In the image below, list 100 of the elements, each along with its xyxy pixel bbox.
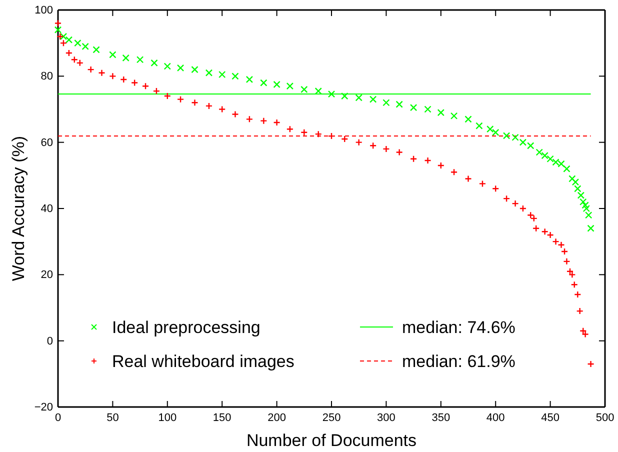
legend-label: Ideal preprocessing (112, 318, 260, 337)
point (87, 66, 94, 74)
point (82, 42, 89, 50)
point (328, 90, 336, 98)
point (355, 138, 362, 146)
point (60, 32, 68, 40)
point (109, 51, 116, 58)
y-tick-label: 80 (40, 70, 53, 83)
point (464, 116, 472, 123)
point (56, 32, 64, 40)
point (65, 36, 73, 44)
point (176, 96, 184, 103)
point (566, 268, 574, 275)
x-tick-label: 100 (158, 412, 177, 424)
point (577, 192, 585, 199)
point (574, 185, 582, 192)
point (232, 72, 239, 80)
point (218, 106, 226, 113)
point (560, 248, 568, 256)
x-tick-label: 200 (268, 412, 286, 424)
point (587, 360, 594, 368)
point (74, 39, 82, 47)
point (246, 116, 254, 123)
y-tick-label: 60 (40, 136, 53, 149)
x-tick-label: 450 (541, 412, 560, 424)
point (582, 202, 589, 209)
point (492, 128, 500, 136)
point (450, 112, 458, 120)
point (519, 138, 527, 146)
point (574, 290, 582, 298)
point (568, 271, 576, 278)
point (355, 94, 362, 102)
point (142, 82, 150, 90)
point (205, 102, 213, 110)
point (130, 79, 138, 86)
x-tick-label: 50 (106, 412, 119, 424)
x-tick-label: 150 (212, 412, 232, 424)
point (232, 110, 239, 118)
point (300, 128, 308, 136)
point (532, 224, 540, 232)
x-tick-label: 350 (432, 412, 450, 424)
point (286, 126, 294, 133)
x-tick-label: 500 (596, 412, 614, 424)
point (152, 87, 160, 95)
point (572, 178, 580, 186)
point (582, 330, 589, 338)
point (541, 152, 548, 160)
point (580, 198, 587, 206)
point (502, 132, 510, 140)
point (150, 59, 158, 67)
point (437, 108, 444, 116)
point (502, 194, 510, 202)
legend-label: median: 61.9% (402, 352, 516, 371)
point (476, 122, 483, 130)
point (410, 155, 418, 162)
point (584, 212, 592, 219)
point (300, 86, 308, 93)
y-tick-label: 0 (46, 335, 53, 348)
y-axis-title: Word Accuracy (%) (9, 136, 28, 282)
point (464, 175, 472, 182)
y-tick-label: −20 (34, 402, 53, 414)
legend-label: Real whiteboard images (112, 352, 294, 371)
point (328, 132, 336, 140)
point (568, 175, 576, 182)
point (450, 168, 458, 176)
x-tick-label: 300 (377, 412, 396, 424)
point (512, 134, 519, 141)
x-tick-label: 250 (322, 412, 341, 424)
point (512, 200, 519, 208)
point (582, 204, 590, 212)
point (120, 76, 128, 84)
point (176, 64, 184, 72)
point (424, 156, 432, 164)
point (218, 70, 226, 78)
point (580, 327, 587, 335)
legend-label: median: 74.6% (402, 318, 516, 337)
point (492, 185, 500, 192)
point (478, 180, 486, 188)
y-tick-label: 40 (40, 203, 53, 216)
point (563, 165, 570, 172)
point (382, 99, 390, 106)
point (65, 49, 73, 57)
point (164, 62, 171, 70)
point (570, 280, 578, 288)
point (519, 204, 527, 212)
point (136, 56, 144, 64)
y-tick-label: 20 (40, 269, 53, 282)
point (164, 92, 171, 100)
point (546, 155, 554, 162)
x-axis-title: Number of Documents (246, 431, 417, 450)
point (410, 104, 418, 112)
point (341, 92, 348, 100)
point (191, 99, 198, 106)
point (369, 142, 377, 150)
x-tick-label: 0 (54, 412, 62, 424)
point (563, 258, 570, 266)
point (260, 117, 268, 124)
point (109, 72, 116, 80)
point (273, 80, 280, 88)
point (286, 82, 294, 90)
